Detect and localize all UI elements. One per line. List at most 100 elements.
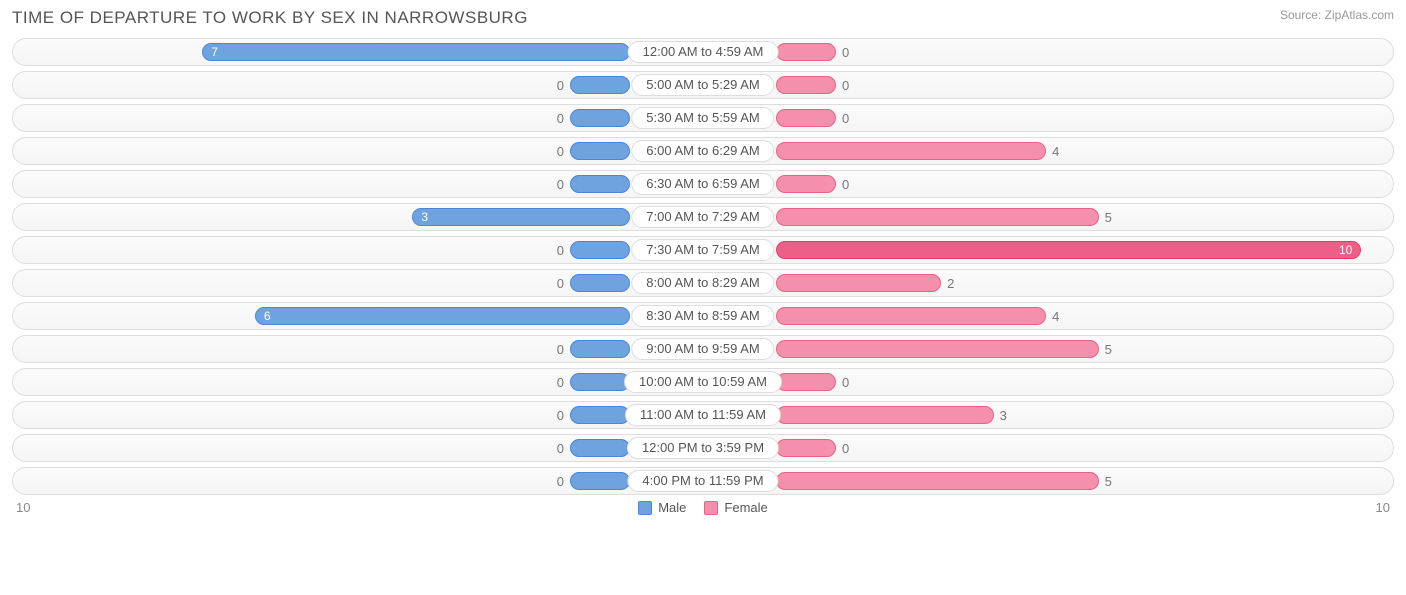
male-value-label: 0 [551,441,570,456]
time-range-label: 9:00 AM to 9:59 AM [631,338,774,360]
diverging-bar-chart: 12:00 AM to 4:59 AM 7 0 5:00 AM to 5:29 AM 0… [12,38,1394,495]
female-side: 0 [702,39,1393,65]
female-value-label: 5 [1099,474,1118,489]
male-value-inside: 6 [264,309,271,323]
legend-label: Female [724,500,767,515]
male-bar [570,142,630,160]
male-value-label: 0 [551,375,570,390]
male-side: 7 [13,39,704,65]
female-side: 4 [702,303,1393,329]
female-side: 3 [702,402,1393,428]
male-side: 0 [13,369,704,395]
male-side: 0 [13,402,704,428]
female-bar [776,274,941,292]
male-side: 0 [13,138,704,164]
female-value-label: 4 [1046,144,1065,159]
chart-row: 12:00 PM to 3:59 PM00 [12,434,1394,462]
legend-label: Male [658,500,686,515]
female-value-label: 4 [1046,309,1065,324]
male-value-label: 0 [551,276,570,291]
chart-row: 8:00 AM to 8:29 AM02 [12,269,1394,297]
male-bar [570,274,630,292]
male-side: 0 [13,336,704,362]
chart-row: 7:00 AM to 7:29 AM 3 5 [12,203,1394,231]
time-range-label: 8:30 AM to 8:59 AM [631,305,774,327]
chart-row: 4:00 PM to 11:59 PM 0 5 [12,467,1394,495]
female-bar [776,307,1046,325]
female-bar [776,109,836,127]
male-value-label: 0 [551,111,570,126]
female-value-label: 0 [836,441,855,456]
female-bar [776,472,1099,490]
chart-row: 10:00 AM to 10:59 AM00 [12,368,1394,396]
legend-item: Male [638,500,686,515]
male-value-label: 0 [551,243,570,258]
male-value-label: 0 [551,474,570,489]
male-bar [570,340,630,358]
time-range-label: 12:00 AM to 4:59 AM [628,41,779,63]
female-side: 0 [702,369,1393,395]
female-value-label: 0 [836,45,855,60]
male-side: 0 [13,435,704,461]
female-side: 4 [702,138,1393,164]
female-bar [776,142,1046,160]
chart-header: TIME OF DEPARTURE TO WORK BY SEX IN NARR… [12,8,1394,28]
legend-swatch [704,501,718,515]
male-side: 0 [13,105,704,131]
male-bar [570,406,630,424]
male-side: 3 [13,204,704,230]
chart-row: 6:00 AM to 6:29 AM04 [12,137,1394,165]
time-range-label: 4:00 PM to 11:59 PM [627,470,778,492]
male-side: 0 [13,237,704,263]
male-side: 0 [13,72,704,98]
chart-row: 9:00 AM to 9:59 AM 0 5 [12,335,1394,363]
female-bar [776,208,1099,226]
legend-swatch [638,501,652,515]
chart-row: 6:30 AM to 6:59 AM00 [12,170,1394,198]
axis-right-max: 10 [1376,500,1390,515]
female-value-label: 2 [941,276,960,291]
male-side: 0 [13,270,704,296]
chart-title: TIME OF DEPARTURE TO WORK BY SEX IN NARR… [12,8,528,28]
male-bar: 6 [255,307,630,325]
female-side: 5 [702,336,1393,362]
chart-row: 5:00 AM to 5:29 AM00 [12,71,1394,99]
female-bar: 10 [776,241,1361,259]
female-side: 5 [702,468,1393,494]
male-value-label: 0 [551,78,570,93]
male-value-label: 0 [551,342,570,357]
time-range-label: 7:30 AM to 7:59 AM [631,239,774,261]
time-range-label: 6:30 AM to 6:59 AM [631,173,774,195]
female-side: 0 [702,171,1393,197]
male-bar [570,109,630,127]
female-side: 2 [702,270,1393,296]
male-bar [570,175,630,193]
female-bar [776,340,1099,358]
male-bar [570,373,630,391]
axis-left-max: 10 [16,500,30,515]
time-range-label: 11:00 AM to 11:59 AM [625,404,781,426]
male-side: 6 [13,303,704,329]
male-side: 0 [13,171,704,197]
legend: Male Female [638,500,768,515]
chart-row: 11:00 AM to 11:59 AM03 [12,401,1394,429]
chart-footer: 10 Male Female 10 [12,500,1394,515]
female-value-label: 0 [836,111,855,126]
female-bar [776,175,836,193]
male-bar [570,439,630,457]
female-bar [776,439,836,457]
chart-row: 5:30 AM to 5:59 AM 0 0 [12,104,1394,132]
male-value-inside: 3 [421,210,428,224]
female-value-label: 0 [836,375,855,390]
time-range-label: 7:00 AM to 7:29 AM [631,206,774,228]
male-bar [570,76,630,94]
time-range-label: 5:30 AM to 5:59 AM [631,107,774,129]
male-side: 0 [13,468,704,494]
female-bar [776,373,836,391]
male-value-inside: 7 [211,45,218,59]
female-side: 10 [702,237,1393,263]
female-side: 5 [702,204,1393,230]
female-value-label: 0 [836,177,855,192]
time-range-label: 5:00 AM to 5:29 AM [631,74,774,96]
male-bar: 7 [202,43,630,61]
